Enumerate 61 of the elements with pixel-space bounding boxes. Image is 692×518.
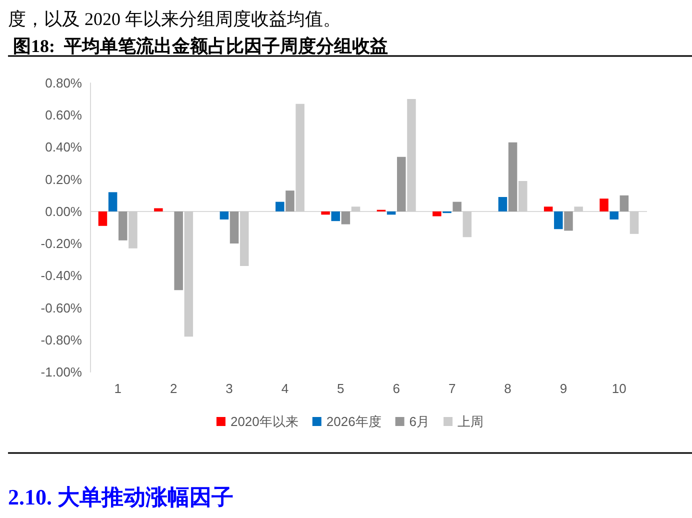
bar [174,211,183,290]
x-tick-label: 8 [504,381,512,396]
legend-label: 上周 [458,414,484,429]
bar [600,198,608,212]
bar [128,211,138,248]
text: 2.10. 大单推动涨幅因子 [8,484,234,510]
y-tick-label: -0.40% [40,268,82,284]
bar [230,211,239,244]
x-tick-label: 2 [170,381,178,396]
bar [432,211,442,216]
bar [462,211,472,238]
bar [452,202,462,212]
bar [620,195,629,212]
chart-title: 图18: 平均单笔流出金额占比因子周度分组收益 [13,36,388,56]
bar [286,190,294,212]
bar [108,192,118,212]
bar [296,104,304,212]
bar [564,211,573,231]
bar [544,206,553,212]
x-tick-label: 3 [226,381,233,396]
bar [240,211,249,266]
y-tick-label: -0.80% [40,332,82,348]
bar [397,156,406,212]
x-tick-label: 6 [392,381,400,396]
bar [518,180,528,212]
bar [630,211,639,234]
bar [220,211,229,220]
x-tick-label: 9 [560,381,568,396]
bar [610,211,618,220]
bar [321,211,330,215]
bar [276,202,284,212]
y-tick-label: -0.20% [40,236,82,252]
y-tick-label: 0.20% [45,172,82,187]
bar [331,211,340,222]
bar [98,211,108,226]
x-tick-label: 5 [337,381,344,396]
bar [154,208,163,212]
y-tick-label: 0.00% [45,204,82,219]
bar [554,211,563,230]
x-tick-label: 4 [281,381,289,396]
legend-label: 2020年以来 [230,414,298,429]
x-tick-label: 10 [612,381,626,396]
bar [407,99,416,212]
text: 度，以及 2020 年以来分组周度收益均值。 [8,9,341,29]
bar [184,211,194,337]
y-tick-label: -0.60% [40,300,82,316]
legend-label: 6月 [409,414,430,429]
y-tick-label: -1.00% [40,364,82,380]
bar [118,211,128,240]
x-tick-label: 1 [114,381,122,396]
legend-label: 2026年度 [326,414,382,429]
bar [341,211,350,224]
y-tick-label: 0.80% [45,76,82,90]
y-tick-label: 0.40% [45,140,82,155]
bar [498,196,508,212]
bar [351,206,360,212]
x-tick-label: 7 [448,381,456,396]
y-tick-label: 0.60% [45,108,82,123]
bar [508,142,518,212]
bar [386,211,396,215]
bar [574,206,583,212]
